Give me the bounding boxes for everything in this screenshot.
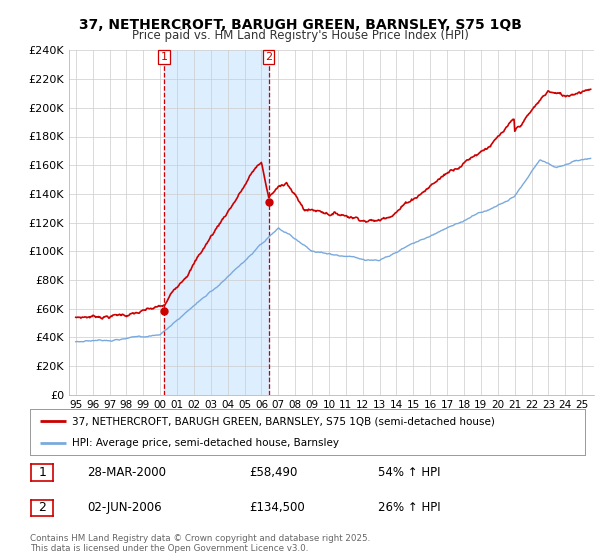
Text: 1: 1	[161, 52, 168, 62]
Text: 54% ↑ HPI: 54% ↑ HPI	[378, 466, 440, 479]
Text: 2: 2	[38, 501, 46, 515]
Text: Contains HM Land Registry data © Crown copyright and database right 2025.
This d: Contains HM Land Registry data © Crown c…	[30, 534, 370, 553]
Text: 1: 1	[38, 466, 46, 479]
Text: 28-MAR-2000: 28-MAR-2000	[87, 466, 166, 479]
Text: 37, NETHERCROFT, BARUGH GREEN, BARNSLEY, S75 1QB: 37, NETHERCROFT, BARUGH GREEN, BARNSLEY,…	[79, 18, 521, 32]
Text: £58,490: £58,490	[249, 466, 298, 479]
Bar	[164, 50, 269, 395]
Text: £134,500: £134,500	[249, 501, 305, 515]
Text: 37, NETHERCROFT, BARUGH GREEN, BARNSLEY, S75 1QB (semi-detached house): 37, NETHERCROFT, BARUGH GREEN, BARNSLEY,…	[71, 416, 494, 426]
Text: HPI: Average price, semi-detached house, Barnsley: HPI: Average price, semi-detached house,…	[71, 438, 338, 448]
Text: 02-JUN-2006: 02-JUN-2006	[87, 501, 161, 515]
Text: Price paid vs. HM Land Registry's House Price Index (HPI): Price paid vs. HM Land Registry's House …	[131, 29, 469, 42]
Text: 26% ↑ HPI: 26% ↑ HPI	[378, 501, 440, 515]
Text: 2: 2	[265, 52, 272, 62]
